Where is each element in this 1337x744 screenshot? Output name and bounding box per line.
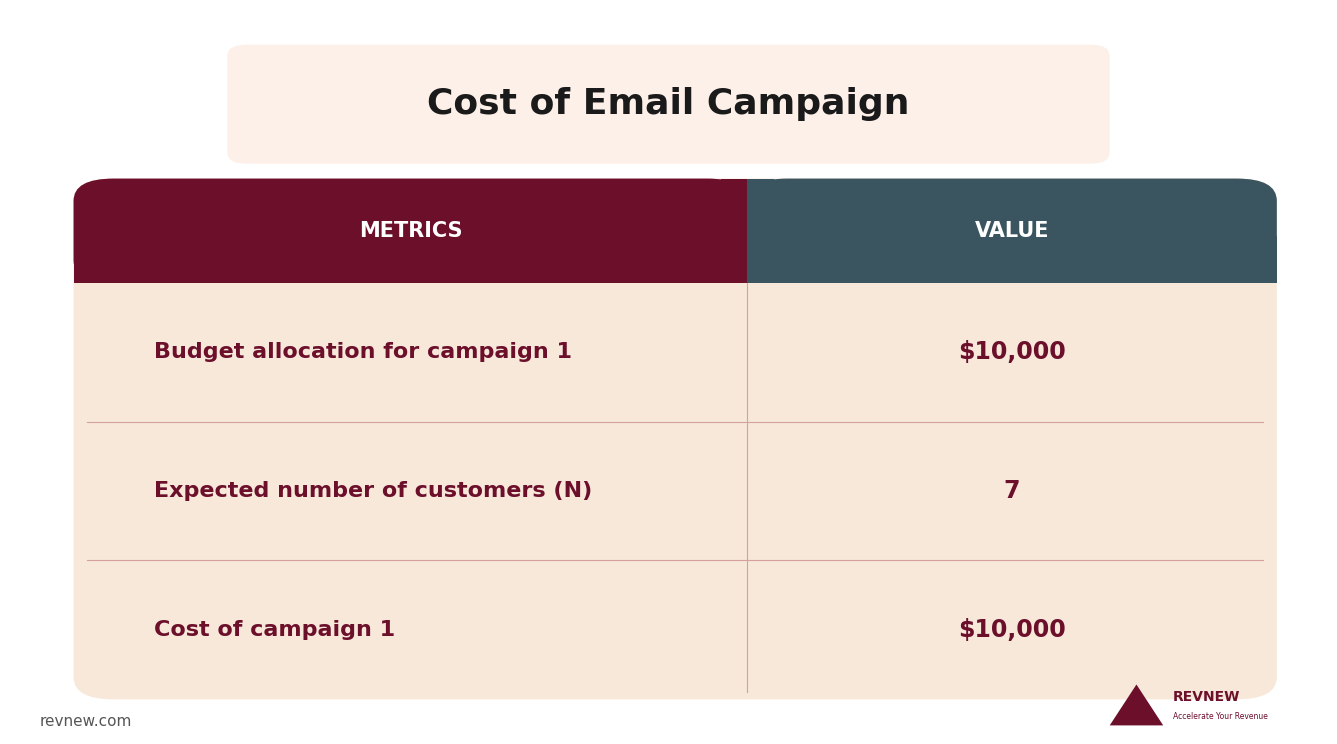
Text: $10,000: $10,000 xyxy=(959,340,1066,364)
FancyBboxPatch shape xyxy=(227,45,1110,164)
Bar xyxy=(747,179,774,283)
Text: 7: 7 xyxy=(1004,479,1020,503)
Polygon shape xyxy=(1110,684,1163,725)
Text: Accelerate Your Revenue: Accelerate Your Revenue xyxy=(1173,712,1267,721)
Text: Cost of campaign 1: Cost of campaign 1 xyxy=(154,620,394,640)
Bar xyxy=(74,236,747,283)
Bar xyxy=(721,179,747,283)
Text: METRICS: METRICS xyxy=(358,221,463,240)
Text: VALUE: VALUE xyxy=(975,221,1050,240)
FancyBboxPatch shape xyxy=(74,179,747,283)
FancyBboxPatch shape xyxy=(74,179,1277,699)
Bar xyxy=(747,236,1277,283)
FancyBboxPatch shape xyxy=(747,179,1277,283)
Text: Cost of Email Campaign: Cost of Email Campaign xyxy=(428,87,909,121)
Text: Expected number of customers (N): Expected number of customers (N) xyxy=(154,481,592,501)
Text: revnew.com: revnew.com xyxy=(40,714,132,729)
Text: REVNEW: REVNEW xyxy=(1173,690,1239,704)
Text: $10,000: $10,000 xyxy=(959,618,1066,642)
Text: Budget allocation for campaign 1: Budget allocation for campaign 1 xyxy=(154,342,572,362)
